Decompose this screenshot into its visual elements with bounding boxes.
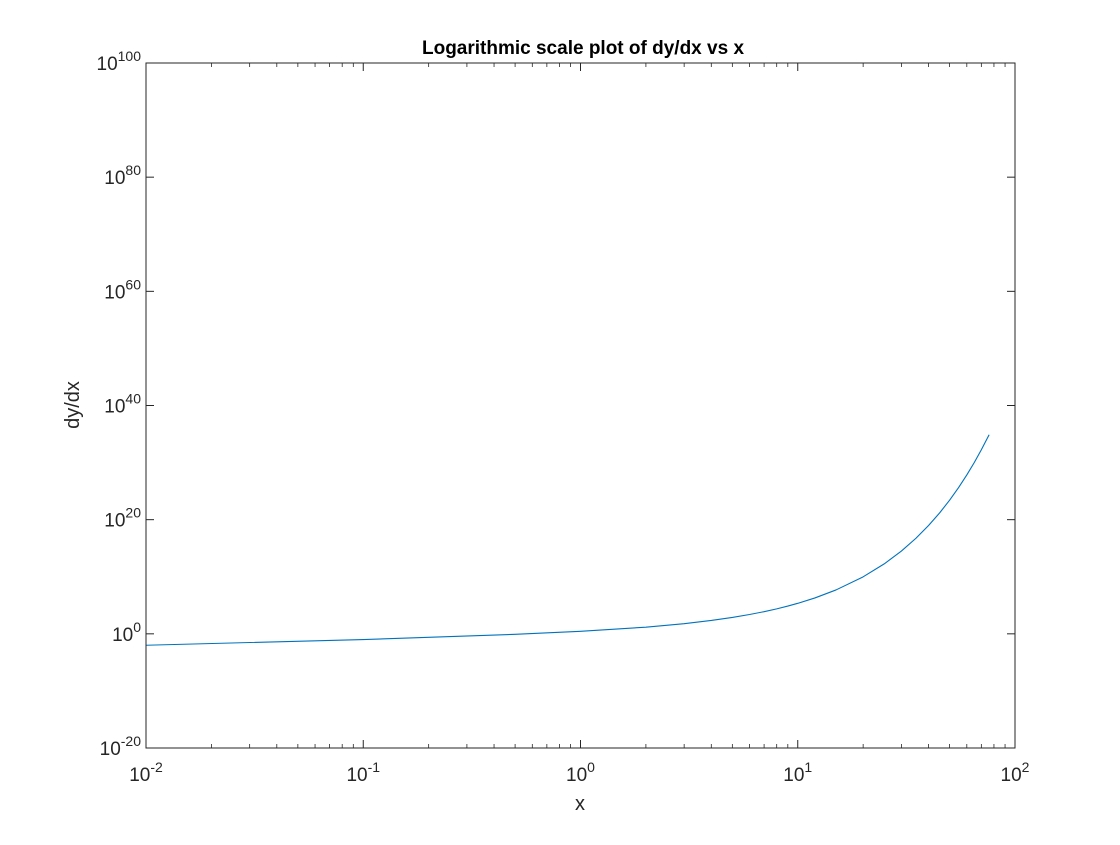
axes-box bbox=[145, 62, 1016, 749]
x-tick-label: 10-2 bbox=[129, 759, 163, 786]
y-tick-label: 10100 bbox=[97, 48, 142, 75]
y-tick-label: 1060 bbox=[104, 276, 141, 303]
y-tick-label: 1040 bbox=[104, 391, 141, 418]
x-tick-label: 10-1 bbox=[346, 759, 380, 786]
x-axis-label: x bbox=[575, 793, 585, 815]
series-line-0 bbox=[145, 434, 990, 646]
plot-area bbox=[145, 62, 1016, 749]
y-axis: 10-20 100 1020 1040 1060 1080 10100 bbox=[97, 48, 1015, 760]
y-tick-label: 10-20 bbox=[100, 733, 142, 760]
y-tick-label: 100 bbox=[112, 619, 141, 646]
y-tick-label: 1080 bbox=[104, 162, 141, 189]
chart-title: Logarithmic scale plot of dy/dx vs x bbox=[422, 38, 744, 59]
y-axis-label: dy/dx bbox=[62, 381, 84, 429]
x-tick-label: 102 bbox=[1001, 759, 1030, 786]
x-tick-label: 100 bbox=[566, 759, 595, 786]
x-tick-label: 101 bbox=[783, 759, 812, 786]
y-tick-label: 1020 bbox=[104, 505, 141, 532]
x-axis: 10-2 10-1 100 101 102 bbox=[129, 63, 1030, 786]
